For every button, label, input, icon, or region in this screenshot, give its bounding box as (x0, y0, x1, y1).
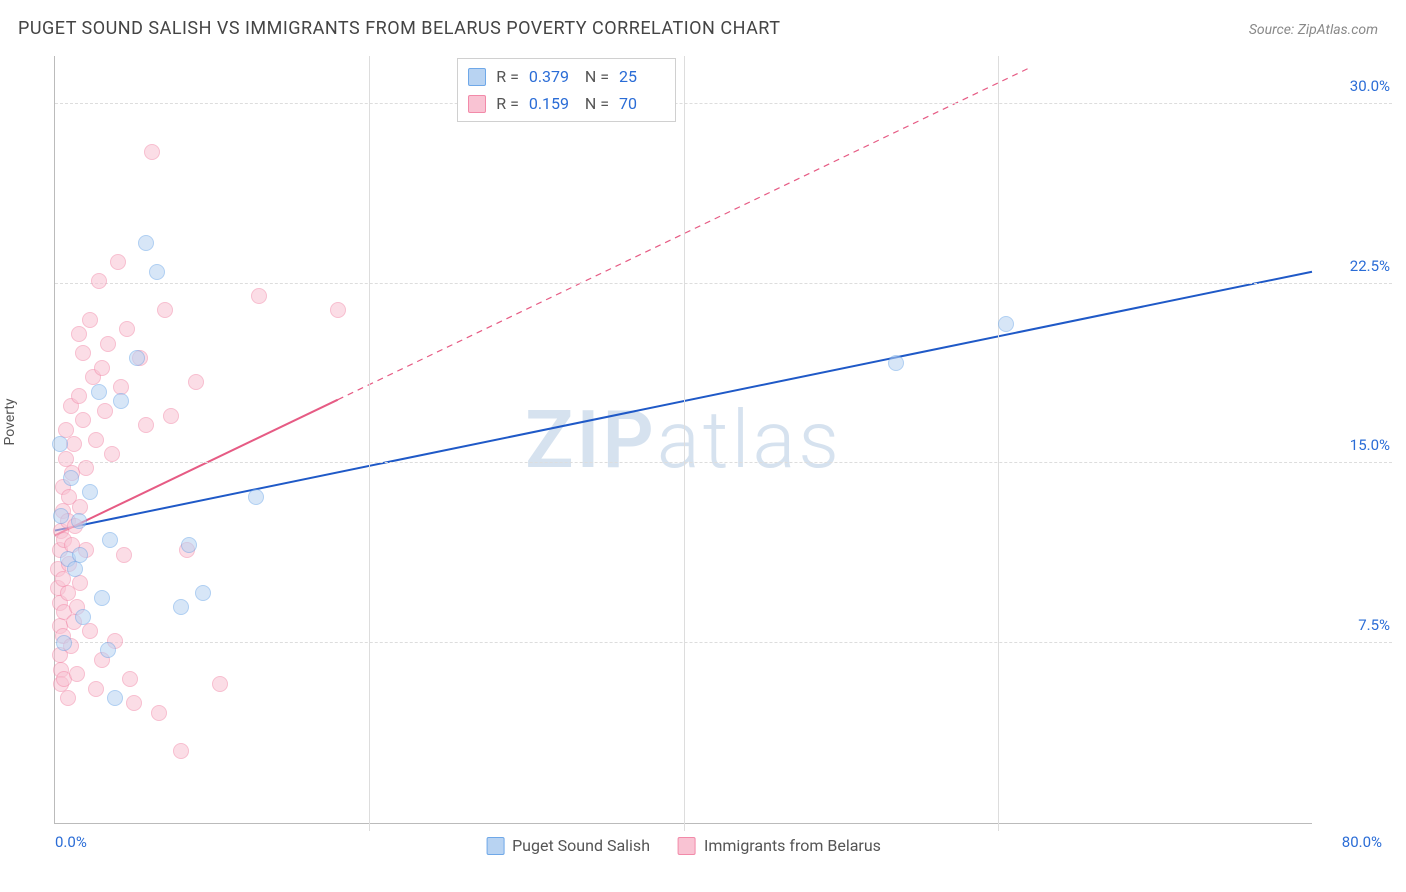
pink-point (122, 671, 138, 687)
r-value-blue: 0.379 (529, 63, 575, 90)
pink-point (82, 623, 98, 639)
pink-point (78, 460, 94, 476)
blue-point (248, 489, 264, 505)
r-label: R = (496, 63, 519, 90)
n-label: N = (585, 90, 609, 117)
pink-point (188, 374, 204, 390)
chart-container: Poverty ZIPatlas R = 0.379 N = 25 R = 0.… (18, 50, 1392, 872)
pink-point (330, 302, 346, 318)
y-tick-label: 7.5% (1358, 616, 1390, 634)
watermark-light: atlas (657, 393, 842, 487)
pink-point (157, 302, 173, 318)
pink-point (116, 547, 132, 563)
pink-point (88, 432, 104, 448)
watermark-bold: ZIP (525, 393, 657, 487)
n-label: N = (585, 63, 609, 90)
pink-point (212, 676, 228, 692)
legend-swatch-blue (468, 68, 486, 86)
y-axis-label: Poverty (2, 398, 18, 445)
y-tick-label: 15.0% (1350, 436, 1390, 454)
n-value-blue: 25 (619, 63, 665, 90)
series-legend: Puget Sound Salish Immigrants from Belar… (486, 836, 881, 855)
pink-point (97, 403, 113, 419)
pink-point (94, 360, 110, 376)
legend-row-blue: R = 0.379 N = 25 (468, 63, 665, 90)
blue-point (102, 532, 118, 548)
pink-point (82, 312, 98, 328)
pink-point (60, 690, 76, 706)
pink-point (71, 326, 87, 342)
pink-point (163, 408, 179, 424)
blue-point (138, 235, 154, 251)
blue-point (149, 264, 165, 280)
pink-point (91, 273, 107, 289)
scatter-plot: ZIPatlas R = 0.379 N = 25 R = 0.159 N = … (54, 56, 1312, 824)
blue-point (129, 350, 145, 366)
blue-point (195, 585, 211, 601)
blue-point (71, 513, 87, 529)
r-value-pink: 0.159 (529, 90, 575, 117)
blue-point (63, 470, 79, 486)
gridline-v (369, 56, 370, 831)
blue-point (94, 590, 110, 606)
x-tick-label: 0.0% (55, 833, 87, 851)
pink-point (173, 743, 189, 759)
blue-point (100, 642, 116, 658)
legend-label-blue: Puget Sound Salish (512, 836, 650, 855)
pink-point (100, 336, 116, 352)
pink-point (88, 681, 104, 697)
pink-point (71, 388, 87, 404)
legend-item-pink: Immigrants from Belarus (678, 836, 881, 855)
blue-point (56, 635, 72, 651)
pink-point (138, 417, 154, 433)
pink-point (66, 436, 82, 452)
legend-swatch-pink (678, 837, 696, 855)
x-tick-label: 80.0% (1342, 833, 1382, 851)
pink-point (69, 666, 85, 682)
y-tick-label: 30.0% (1350, 77, 1390, 95)
pink-point (110, 254, 126, 270)
legend-swatch-blue (486, 837, 504, 855)
blue-point (53, 508, 69, 524)
pink-point (75, 345, 91, 361)
pink-point (119, 321, 135, 337)
blue-point (72, 547, 88, 563)
blue-point (67, 561, 83, 577)
gridline-h (55, 283, 1392, 284)
legend-swatch-pink (468, 95, 486, 113)
pink-point (72, 575, 88, 591)
blue-point (91, 384, 107, 400)
blue-point (181, 537, 197, 553)
r-label: R = (496, 90, 519, 117)
legend-item-blue: Puget Sound Salish (486, 836, 650, 855)
blue-point (82, 484, 98, 500)
blue-point (998, 316, 1014, 332)
blue-point (173, 599, 189, 615)
n-value-pink: 70 (619, 90, 665, 117)
gridline-h (55, 462, 1392, 463)
blue-point (888, 355, 904, 371)
blue-point (113, 393, 129, 409)
pink-point (151, 705, 167, 721)
blue-point (107, 690, 123, 706)
page-title: PUGET SOUND SALISH VS IMMIGRANTS FROM BE… (18, 18, 780, 39)
legend-row-pink: R = 0.159 N = 70 (468, 90, 665, 117)
pink-point (126, 695, 142, 711)
pink-point (251, 288, 267, 304)
blue-point (52, 436, 68, 452)
blue-point (75, 609, 91, 625)
legend-label-pink: Immigrants from Belarus (704, 836, 881, 855)
gridline-v (684, 56, 685, 831)
gridline-h (55, 103, 1392, 104)
pink-point (144, 144, 160, 160)
source-credit: Source: ZipAtlas.com (1249, 22, 1378, 38)
gridline-v (998, 56, 999, 831)
pink-point (104, 446, 120, 462)
y-tick-label: 22.5% (1350, 257, 1390, 275)
gridline-h (55, 642, 1392, 643)
correlation-legend: R = 0.379 N = 25 R = 0.159 N = 70 (457, 58, 676, 122)
pink-point (75, 412, 91, 428)
